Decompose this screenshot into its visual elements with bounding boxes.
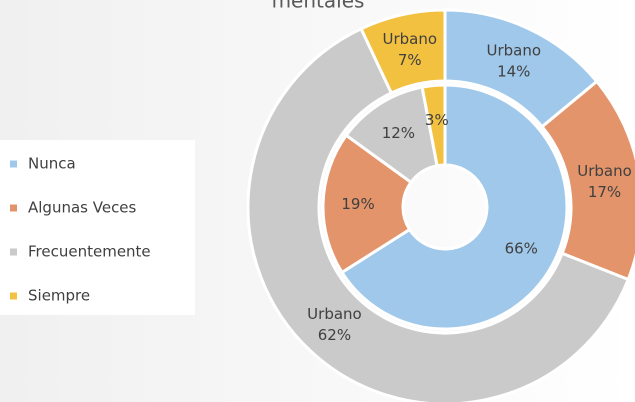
slice: [339, 83, 569, 331]
legend-box: [0, 140, 195, 315]
value-label: 14%: [497, 62, 530, 80]
slice: [246, 26, 631, 402]
legend-swatch: [10, 248, 17, 256]
rings: Urbano 14% Urbano 17% Urbano 62% Urbano 7% 66% 19…: [246, 8, 635, 402]
slice-name: Urbano: [307, 305, 362, 323]
legend-label: Siempre: [28, 287, 90, 305]
legend: Nunca Algunas Veces Frecuentemente Siempre: [10, 155, 151, 305]
value-label: 19%: [341, 195, 374, 213]
chart-title: mentales: [272, 0, 365, 13]
legend-swatch: [10, 204, 17, 212]
legend-label: Frecuentemente: [28, 243, 151, 261]
legend-swatch: [10, 292, 17, 300]
slice: [420, 83, 447, 168]
slice-name: Urbano: [382, 30, 437, 48]
slice: [359, 8, 447, 95]
value-label: 3%: [425, 111, 449, 129]
value-label: 7%: [398, 51, 422, 69]
value-label: 17%: [588, 183, 621, 201]
legend-label: Nunca: [28, 155, 76, 173]
value-label: 12%: [382, 124, 415, 142]
legend-swatch: [10, 160, 17, 168]
value-label: 66%: [505, 239, 538, 257]
slice-name: Urbano: [577, 162, 632, 180]
value-label: 62%: [318, 326, 351, 344]
slice-name: Urbano: [486, 41, 541, 59]
legend-label: Algunas Veces: [28, 199, 137, 217]
slice: [321, 133, 414, 275]
